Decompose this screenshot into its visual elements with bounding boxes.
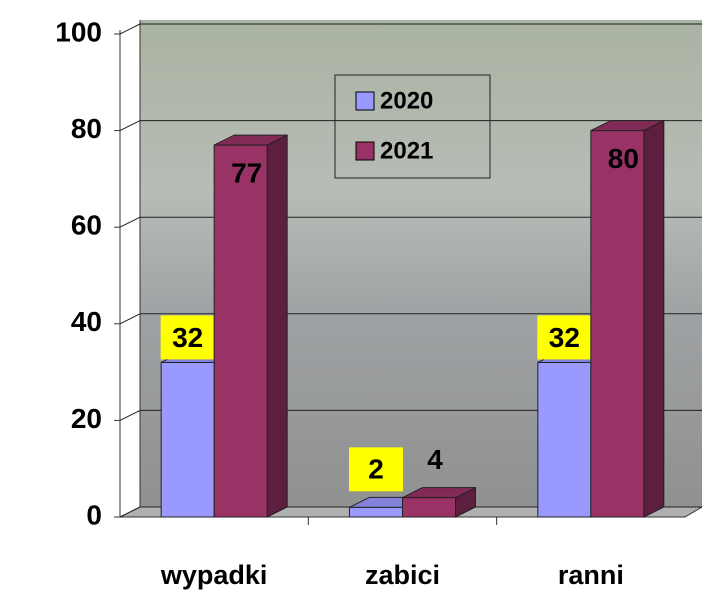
bar-side (643, 119, 665, 518)
y-tick-label: 80 (71, 113, 102, 144)
bar-front (213, 144, 268, 518)
legend-swatch (355, 91, 375, 111)
x-tick-label: ranni (558, 560, 624, 590)
bar-front (402, 497, 456, 518)
legend-label: 2020 (380, 87, 433, 114)
grid-line (119, 313, 141, 325)
y-tick-label: 100 (55, 16, 102, 47)
data-label-box (160, 315, 215, 360)
data-label: 2 (368, 454, 384, 485)
y-tick-label: 40 (71, 306, 102, 337)
bar-front (160, 361, 215, 518)
bar (590, 119, 665, 518)
bar (402, 486, 476, 518)
bar-front (590, 130, 645, 518)
x-tick-label: zabici (365, 560, 440, 590)
bar-front (349, 506, 403, 518)
legend-swatch (355, 141, 375, 161)
data-label-box (349, 447, 403, 492)
grid-line (119, 506, 141, 518)
data-label: 4 (427, 444, 443, 475)
legend-label: 2021 (380, 137, 433, 164)
grid-line (119, 216, 141, 228)
grid-line (119, 120, 141, 132)
data-label: 80 (608, 143, 639, 174)
data-label: 77 (231, 157, 262, 188)
data-label: 32 (549, 322, 580, 353)
y-tick-label: 20 (71, 403, 102, 434)
bar (213, 134, 288, 518)
data-label: 32 (172, 322, 203, 353)
y-tick-label: 60 (71, 210, 102, 241)
legend (334, 74, 491, 179)
grid-line (119, 409, 141, 421)
grid-line (119, 23, 141, 35)
bar-side (266, 134, 288, 518)
y-tick-label: 0 (86, 499, 102, 530)
data-label-box (537, 315, 592, 360)
x-tick-label: wypadki (160, 560, 268, 590)
bar-front (537, 361, 592, 518)
